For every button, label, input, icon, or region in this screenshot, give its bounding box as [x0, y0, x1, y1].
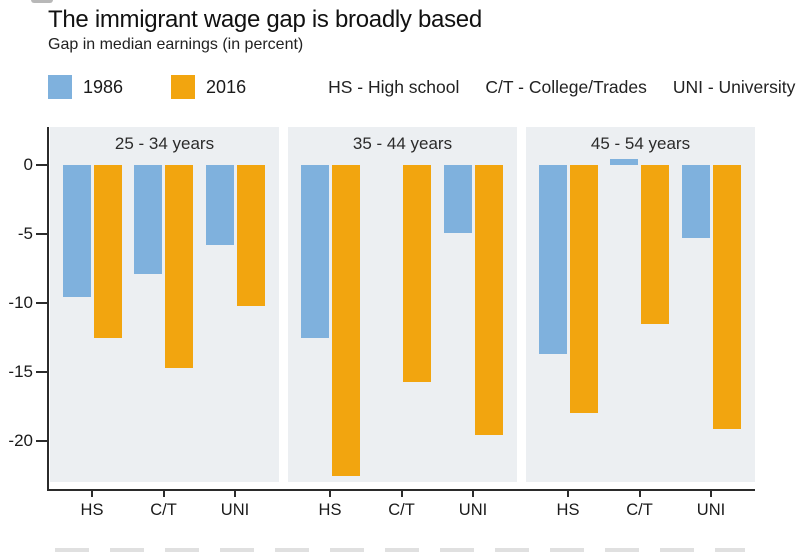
x-axis-label-ct: C/T [150, 501, 177, 519]
bar-2016-ct [641, 165, 669, 324]
x-axis-tick [710, 491, 712, 497]
bar-1986-hs [62, 165, 91, 298]
bar-1986-ct [610, 159, 638, 165]
chart-title: The immigrant wage gap is broadly based [48, 6, 482, 33]
x-axis-tick [162, 491, 165, 497]
y-axis-tick [36, 371, 48, 373]
x-axis-label-hs: HS [80, 501, 104, 519]
bar-1986-uni [205, 165, 234, 246]
legend-label-2016: 2016 [206, 76, 247, 97]
y-axis-tick [36, 164, 48, 166]
y-axis-tick-label: 0 [23, 155, 33, 174]
panel-title: 45 - 54 years [590, 134, 691, 153]
bar-2016-ct [403, 165, 431, 382]
abbr-ct: C/T - College/Trades [485, 76, 647, 97]
legend-item-1986: 1986 [48, 75, 123, 99]
legend: 1986 2016 HS - High school C/T - College… [48, 74, 795, 100]
cropped-source-line [55, 548, 745, 552]
x-axis-tick [400, 491, 403, 497]
bar-1986-uni [443, 165, 472, 233]
y-axis-tick [36, 302, 48, 304]
x-axis-label-ct: C/T [388, 501, 415, 519]
bar-2016-hs [569, 165, 598, 414]
legend-swatch-1986 [48, 75, 72, 99]
bar-2016-ct [165, 165, 193, 368]
x-axis-tick [329, 491, 331, 497]
bar-2016-hs [93, 165, 122, 338]
panel-title: 25 - 34 years [114, 134, 215, 153]
x-axis-tick [472, 491, 474, 497]
bar-2016-uni [474, 165, 503, 436]
bar-1986-hs [300, 165, 329, 338]
x-axis-label-uni: UNI [696, 501, 726, 519]
y-axis-tick-label: -15 [8, 362, 33, 381]
bar-2016-uni [712, 165, 741, 429]
x-axis-tick [234, 491, 236, 497]
x-axis-label-uni: UNI [458, 501, 488, 519]
bar-1986-uni [681, 165, 710, 239]
y-axis-tick [36, 440, 48, 442]
x-axis-tick [638, 491, 641, 497]
x-axis-label-uni: UNI [220, 501, 250, 519]
legend-item-2016: 2016 [171, 75, 246, 99]
chart-subtitle: Gap in median earnings (in percent) [48, 36, 304, 53]
bar-1986-hs [538, 165, 567, 355]
x-axis-label-hs: HS [556, 501, 580, 519]
x-axis-line [47, 489, 755, 491]
x-axis-tick [567, 491, 569, 497]
y-axis-tick [36, 233, 48, 235]
legend-label-1986: 1986 [83, 76, 124, 97]
legend-swatch-2016 [171, 75, 196, 99]
y-axis-tick-label: -20 [8, 431, 33, 450]
x-axis-tick [91, 491, 93, 497]
cropped-top-artifact [31, 0, 53, 3]
panel-title: 35 - 44 years [352, 134, 453, 153]
bar-2016-hs [331, 165, 360, 476]
bar-1986-ct [134, 165, 162, 275]
bar-2016-uni [236, 165, 265, 306]
legend-abbreviations: HS - High school C/T - College/Trades UN… [328, 77, 795, 98]
abbr-hs: HS - High school [328, 76, 460, 97]
panel-2: 35 - 44 years [288, 127, 517, 482]
x-axis-label-ct: C/T [626, 501, 653, 519]
x-axis-label-hs: HS [318, 501, 342, 519]
y-axis-line [47, 127, 49, 491]
abbr-uni: UNI - University [672, 76, 796, 97]
y-axis-tick-label: -5 [17, 224, 33, 243]
panel-1: 25 - 34 years [50, 127, 279, 482]
y-axis-tick-label: -10 [8, 293, 33, 312]
panel-3: 45 - 54 years [526, 127, 755, 482]
